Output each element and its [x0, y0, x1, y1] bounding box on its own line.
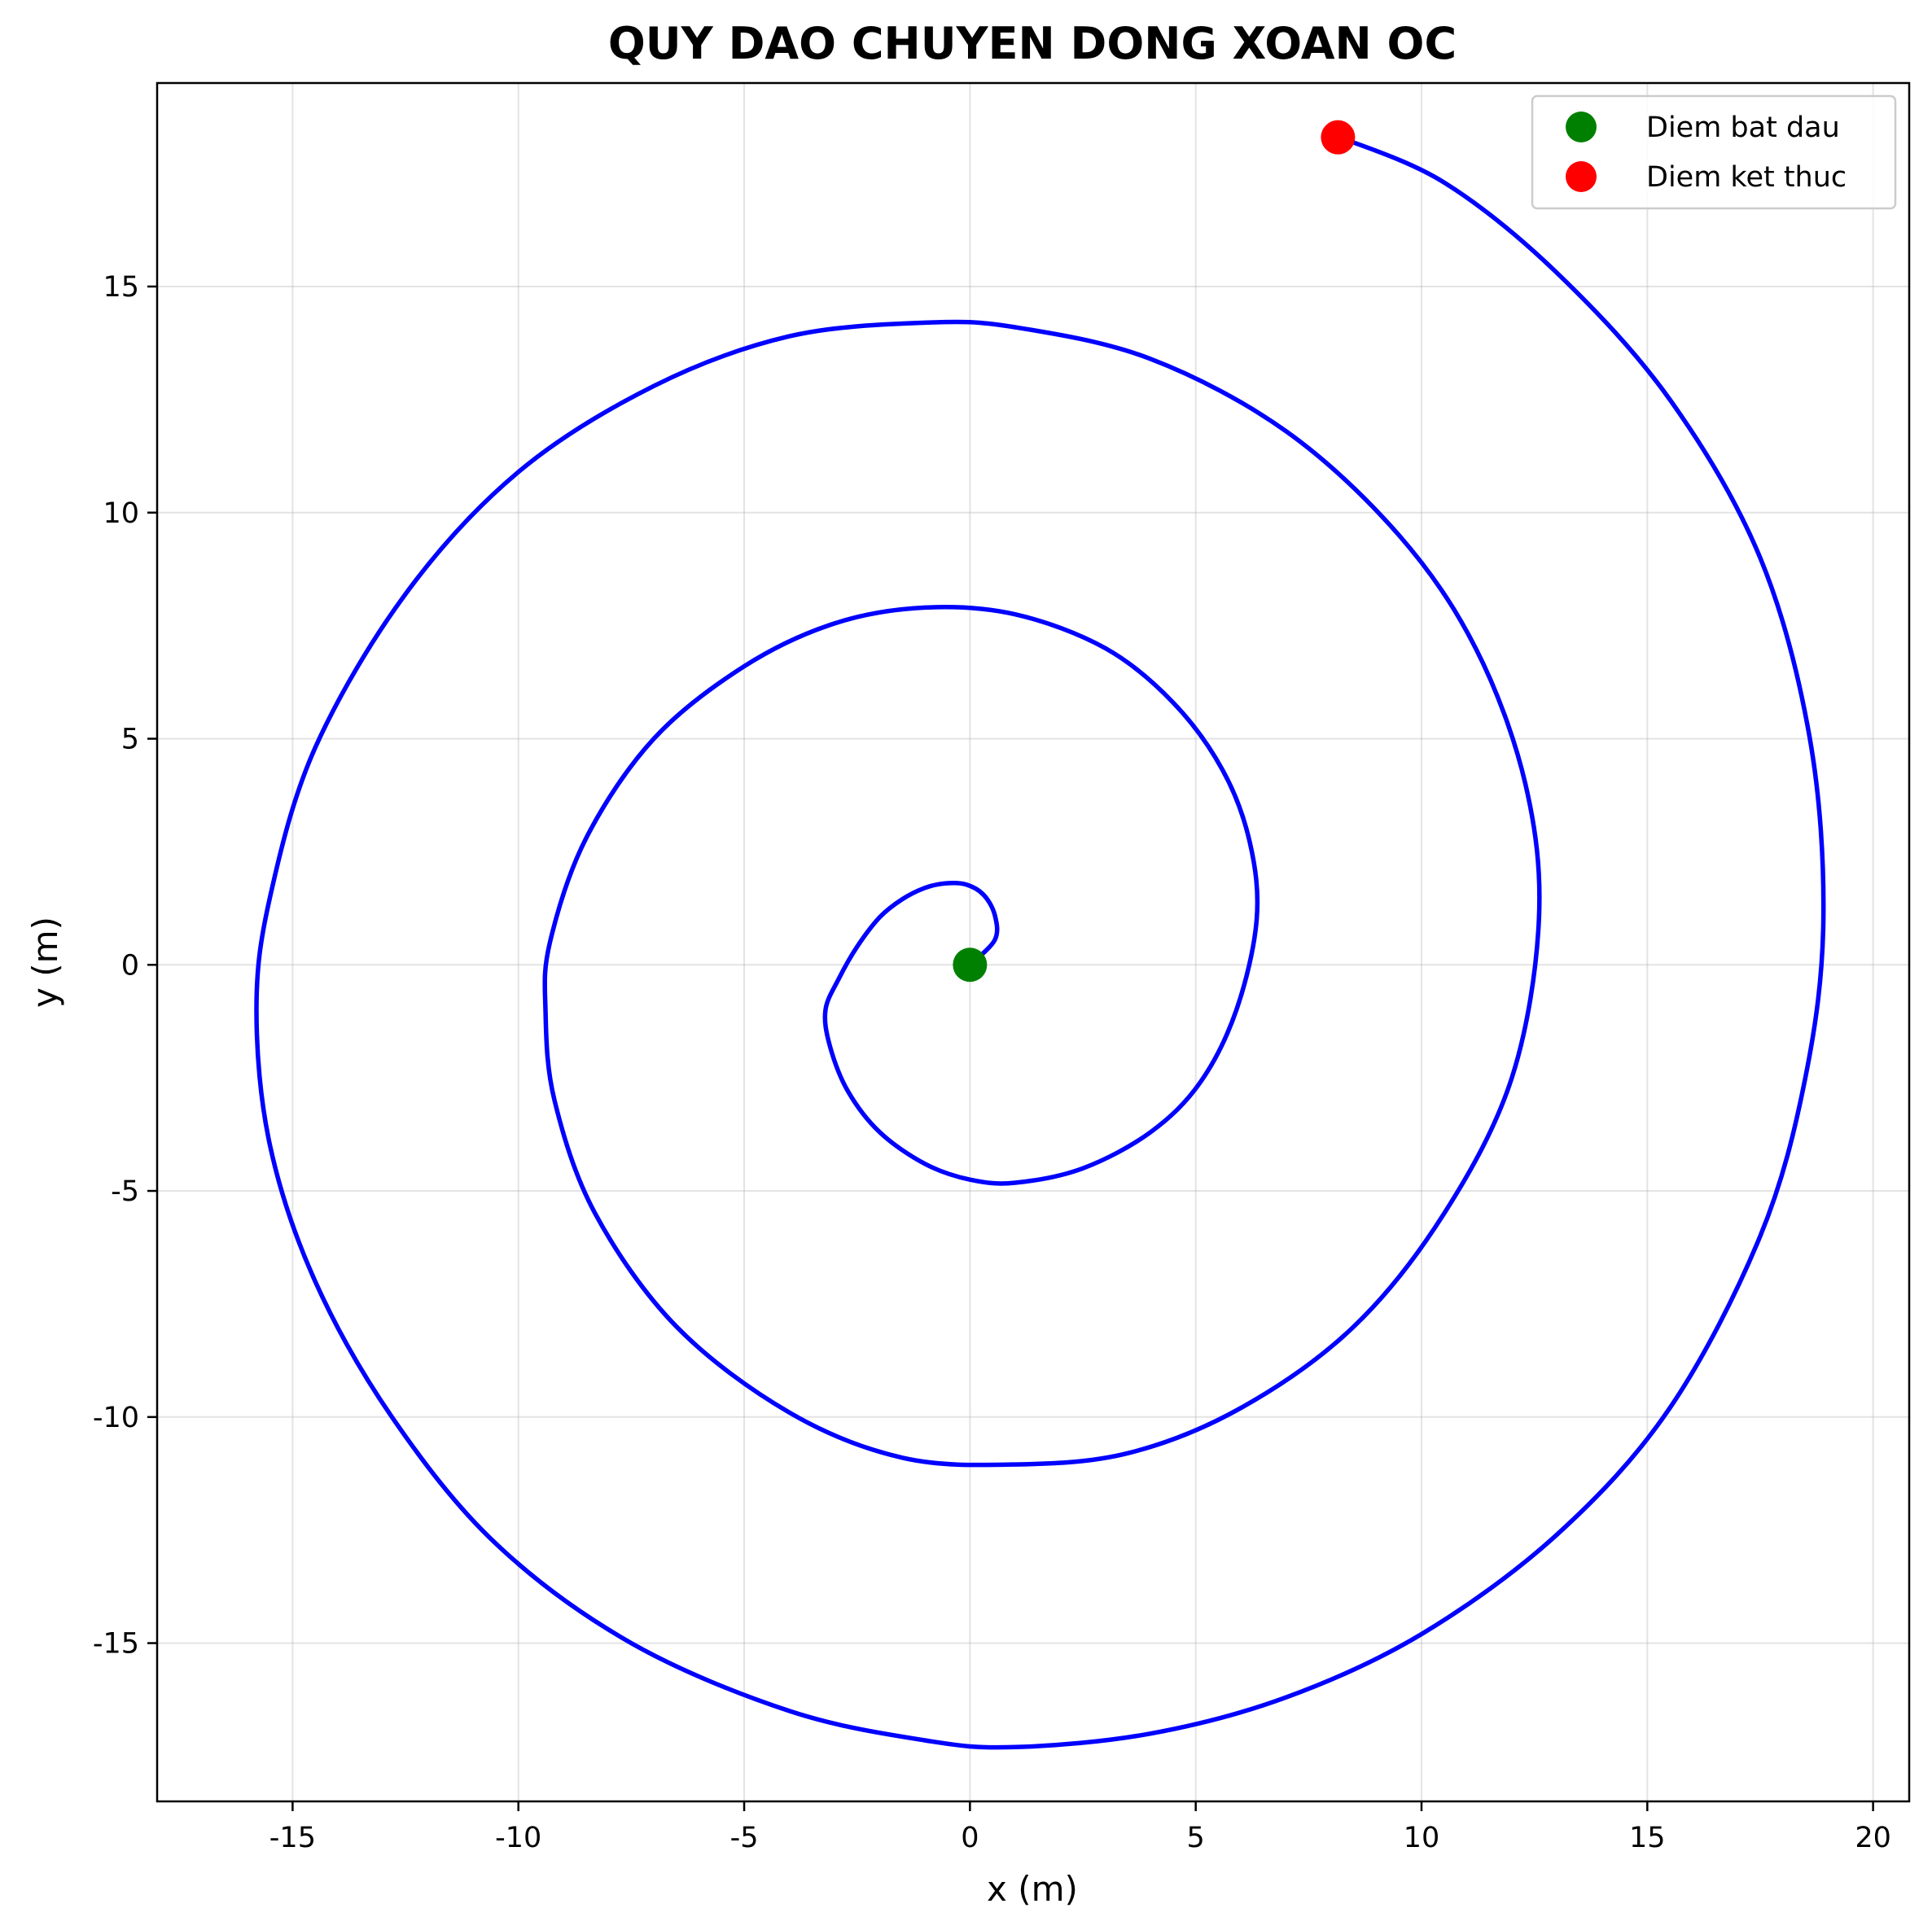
y-tick-label: 0 [121, 949, 139, 982]
x-tick-label: 5 [1187, 1822, 1205, 1854]
y-tick-label: 10 [103, 497, 139, 530]
y-tick-label: -15 [93, 1628, 139, 1661]
marker-layer [953, 120, 1356, 983]
y-tick-label: 15 [103, 271, 139, 304]
y-tick-label: 5 [121, 724, 139, 756]
x-tick-label: -5 [730, 1822, 759, 1854]
legend-box [1531, 94, 1897, 210]
y-axis-label: y (m) [25, 917, 65, 1008]
grid [157, 83, 1909, 1801]
legend: Diem bat dau Diem ket thuc [1531, 94, 1897, 210]
spiral-line [254, 134, 1826, 1750]
x-tick-label: 0 [961, 1822, 979, 1854]
x-axis-ticks: -15 -10 -5 0 5 10 15 20 [269, 1801, 1891, 1854]
plot-frame [156, 81, 1911, 1803]
x-axis-label: x (m) [987, 1869, 1078, 1909]
legend-marker-start [1566, 112, 1597, 142]
y-axis-ticks: -15 -10 -5 0 5 10 15 [93, 271, 157, 1661]
x-tick-label: 10 [1404, 1822, 1440, 1854]
y-tick-label: -10 [93, 1402, 139, 1434]
x-tick-label: 20 [1855, 1822, 1891, 1854]
y-tick-label: -5 [111, 1175, 139, 1208]
legend-marker-end [1566, 161, 1597, 192]
x-tick-label: -15 [269, 1822, 316, 1854]
x-tick-label: -10 [495, 1822, 541, 1854]
legend-label-start: Diem bat dau [1646, 112, 1840, 144]
end-point-marker [1321, 120, 1356, 155]
x-tick-label: 15 [1629, 1822, 1666, 1854]
legend-label-end: Diem ket thuc [1646, 161, 1847, 194]
start-point-marker [953, 947, 988, 983]
chart-title: QUY DAO CHUYEN DONG XOAN OC [608, 18, 1457, 69]
spiral-line-layer [254, 134, 1826, 1750]
